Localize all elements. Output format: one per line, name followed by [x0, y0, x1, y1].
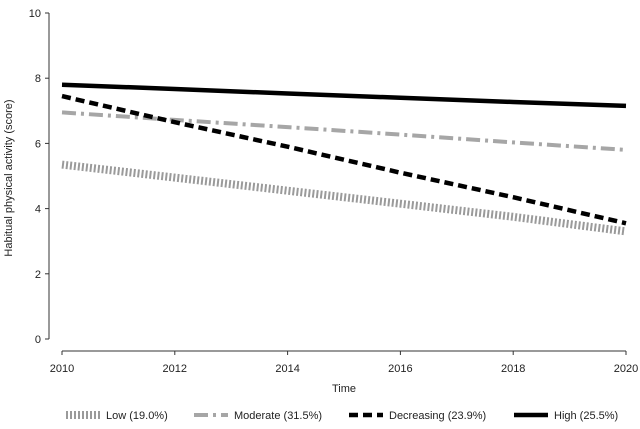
x-tick-label: 2010: [50, 363, 74, 375]
x-tick-label: 2020: [614, 363, 638, 375]
legend-label-moderate: Moderate (31.5%): [234, 410, 322, 422]
x-axis-title: Time: [332, 383, 356, 395]
y-axis-title: Habitual physical activity (score): [3, 99, 15, 256]
series-line-moderate: [61, 110, 627, 152]
y-tick-label: 6: [35, 138, 41, 150]
series-line-low: [61, 160, 627, 236]
series-line-high: [61, 82, 627, 109]
y-tick-label: 0: [35, 334, 41, 346]
x-tick-label: 2012: [163, 363, 187, 375]
plot-area: [61, 82, 627, 236]
legend-label-high: High (25.5%): [554, 410, 618, 422]
y-tick-label: 10: [29, 8, 41, 20]
series-line-decreasing: [61, 93, 627, 226]
x-tick-label: 2018: [501, 363, 525, 375]
chart-legend: Low (19.0%) Moderate (31.5%) Decreasing (2…: [66, 410, 618, 422]
y-tick-label: 2: [35, 269, 41, 281]
y-tick-label: 4: [35, 204, 41, 216]
legend-label-low: Low (19.0%): [106, 410, 168, 422]
x-tick-label: 2016: [388, 363, 412, 375]
chart-axes: 0 2 4 6 8 10 2010 2012 2014 2016 2018 2020: [29, 8, 638, 375]
x-tick-label: 2014: [275, 363, 299, 375]
legend-label-decreasing: Decreasing (23.9%): [389, 410, 486, 422]
y-tick-label: 8: [35, 73, 41, 85]
